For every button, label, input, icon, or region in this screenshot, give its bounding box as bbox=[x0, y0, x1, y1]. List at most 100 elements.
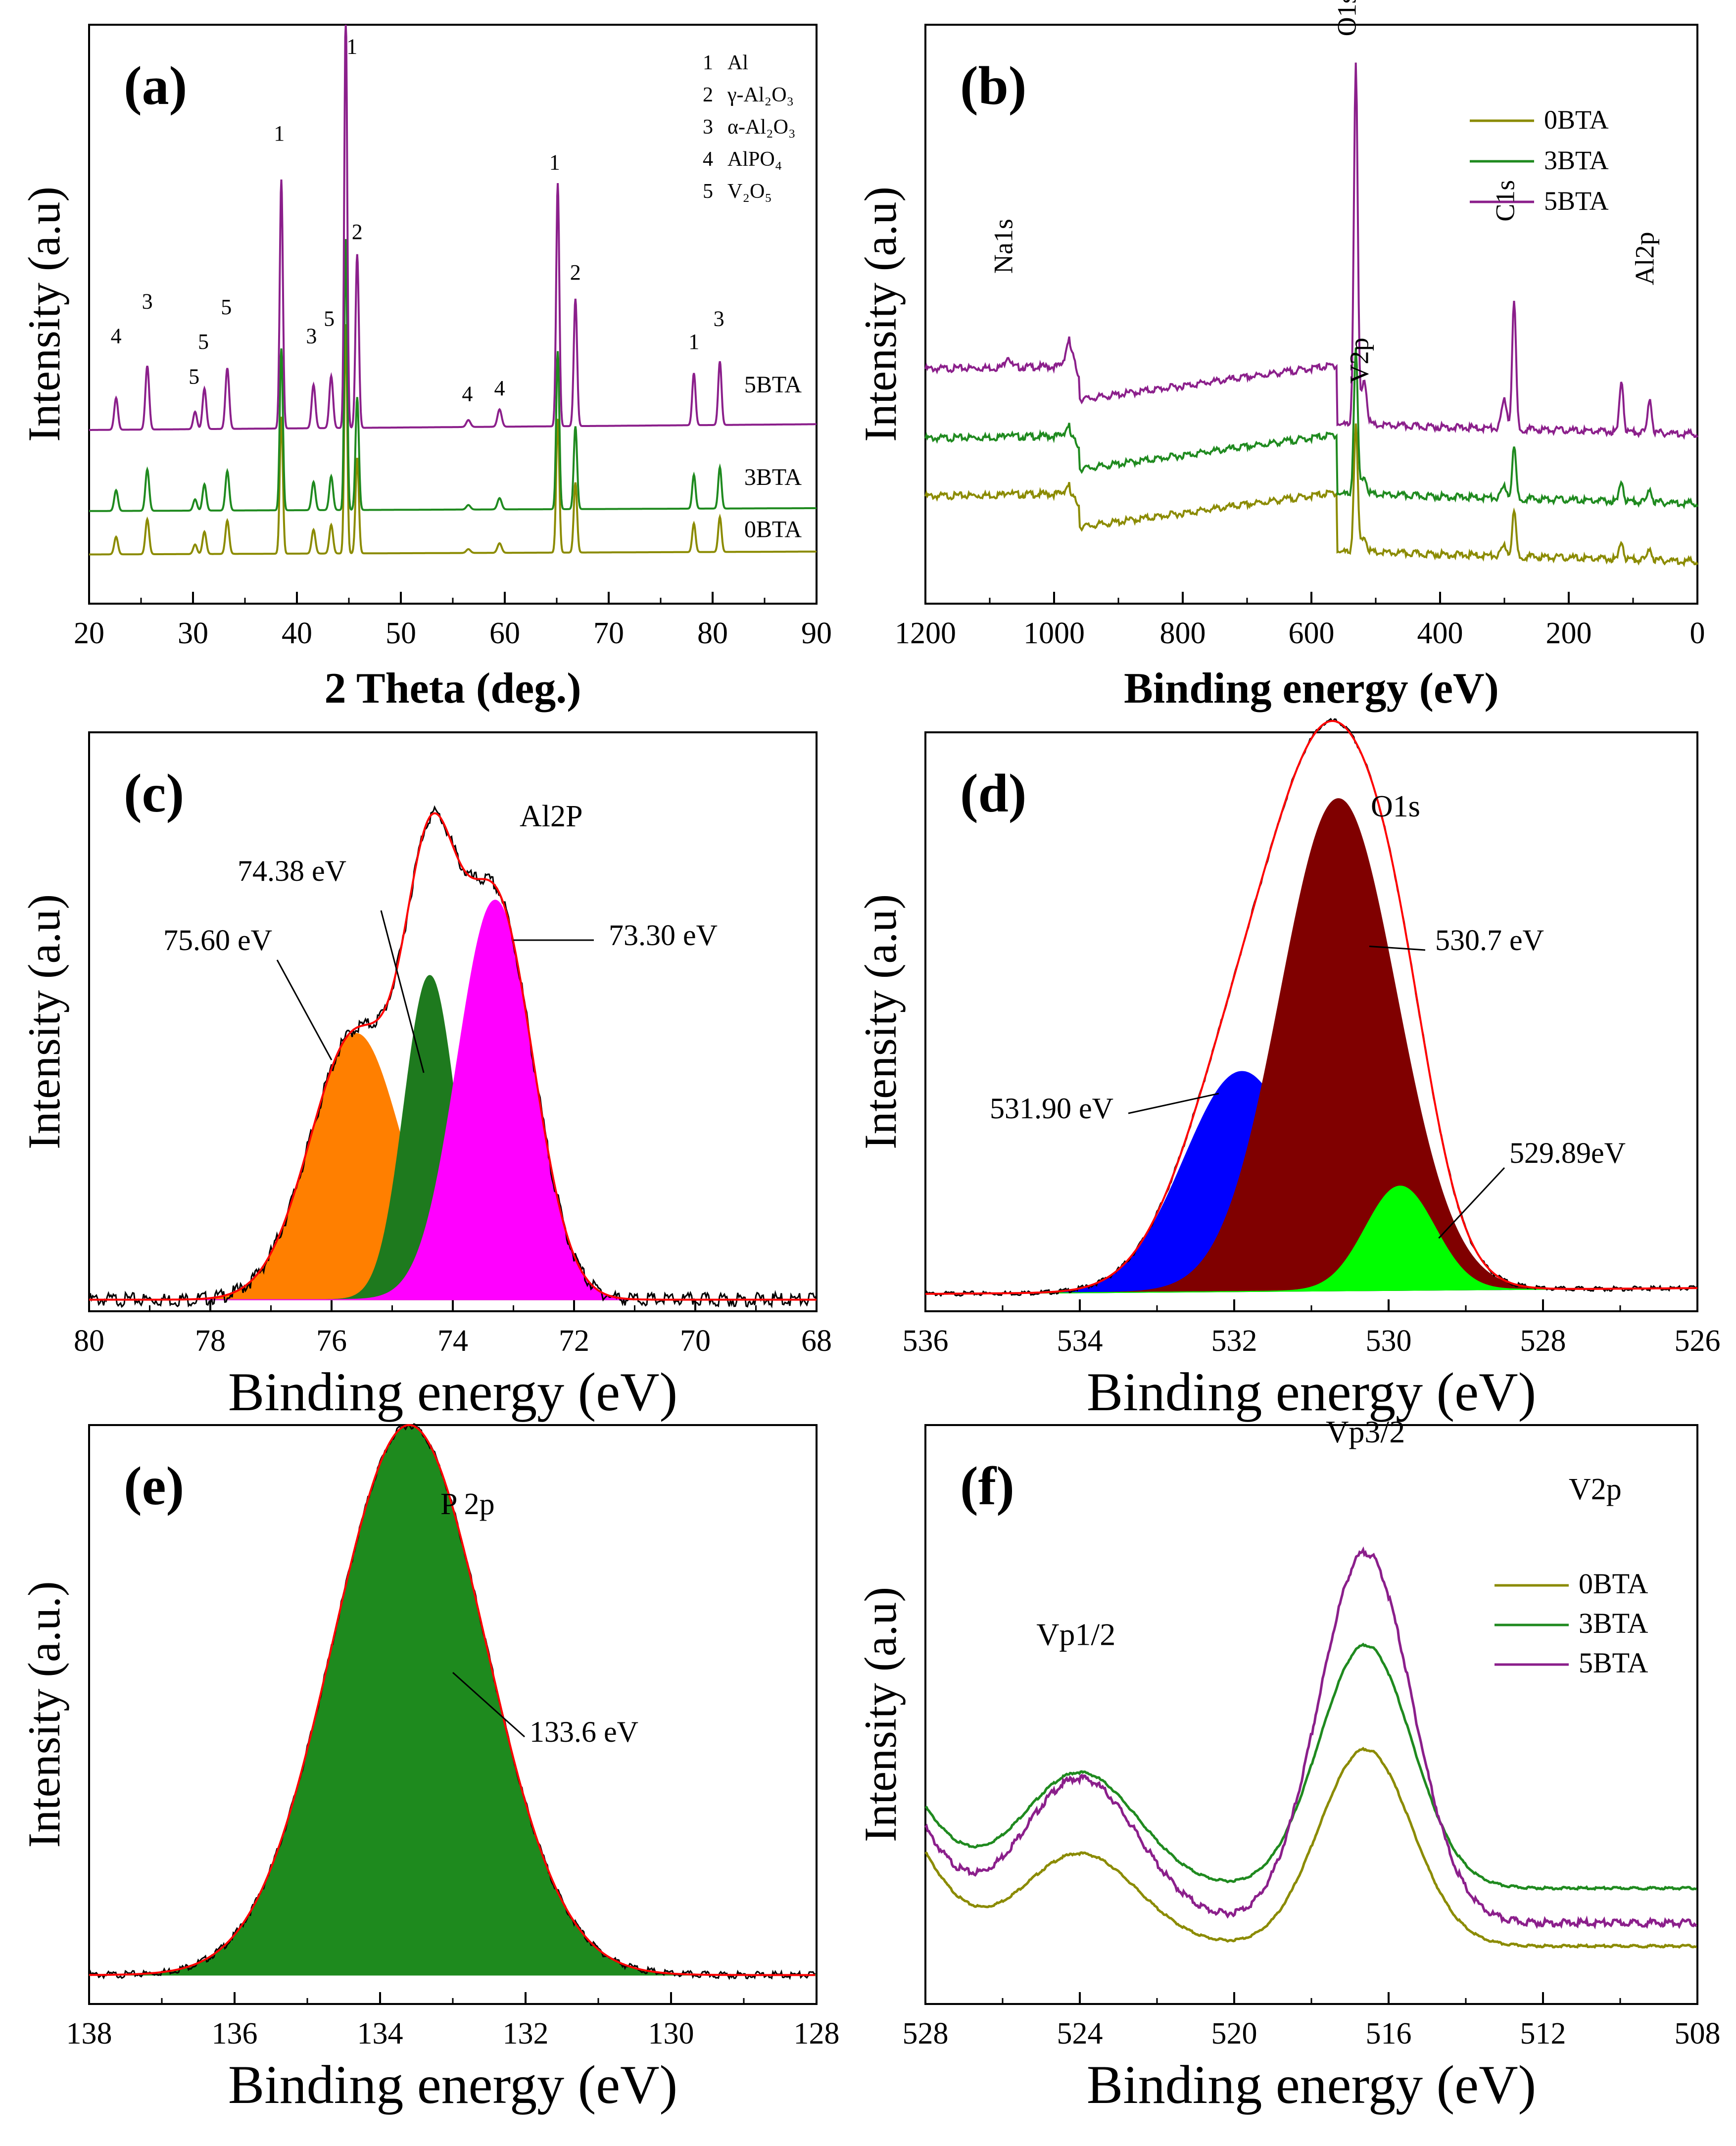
peak-index-label: 5 bbox=[221, 295, 232, 319]
x-tick-label: 532 bbox=[1211, 1324, 1257, 1358]
peak-index-label: 5 bbox=[324, 306, 335, 331]
label-arrow bbox=[1128, 1093, 1219, 1114]
panel-label: (e) bbox=[124, 1456, 184, 1516]
phase-legend-number: 4 bbox=[703, 148, 713, 171]
x-tick-label: 30 bbox=[178, 617, 208, 650]
x-tick-label: 800 bbox=[1160, 617, 1206, 650]
xps-survey-series-0BTA bbox=[924, 423, 1698, 568]
y-axis-label: Intensity (a.u.) bbox=[19, 1581, 69, 1848]
phase-legend-number: 5 bbox=[703, 180, 713, 203]
x-tick-label: 76 bbox=[316, 1324, 347, 1358]
panel-f: 528 524 520 516 512 508 Binding energy (eV) Int… bbox=[855, 1414, 1721, 2115]
legend-label: 5BTA bbox=[1579, 1647, 1648, 1679]
y-axis-label: Intensity (a.u) bbox=[855, 1587, 906, 1842]
panel-label: (b) bbox=[960, 55, 1026, 116]
peak-index-label: 4 bbox=[111, 324, 122, 348]
xps-survey-series-5BTA bbox=[924, 62, 1698, 440]
x-tick-label: 516 bbox=[1366, 2017, 1412, 2051]
peak-index-label: 3 bbox=[714, 306, 724, 331]
peak-name-label: Na1s bbox=[989, 219, 1018, 274]
x-tick-label: 526 bbox=[1675, 1324, 1721, 1358]
spectrum-name: O1s bbox=[1371, 790, 1420, 823]
series-label: 5BTA bbox=[744, 372, 802, 398]
fitted-envelope bbox=[89, 812, 817, 1301]
legend-label: 0BTA bbox=[1579, 1568, 1648, 1600]
spectrum-name: V2p bbox=[1569, 1473, 1622, 1506]
peak-index-label: 3 bbox=[306, 324, 317, 348]
legend-label: 3BTA bbox=[1544, 145, 1609, 175]
xrd-series-0BTA bbox=[89, 324, 817, 556]
series-label: 0BTA bbox=[744, 516, 802, 542]
peak-index-label: 3 bbox=[142, 289, 153, 313]
x-tick-label: 520 bbox=[1211, 2017, 1257, 2051]
x-tick-label: 78 bbox=[195, 1324, 226, 1358]
peak-index-label: 5 bbox=[189, 364, 199, 388]
y-axis-label: Intensity (a.u) bbox=[855, 187, 906, 442]
peak-index-label: 1 bbox=[688, 330, 699, 354]
v2p-series-0BTA bbox=[924, 1747, 1697, 1949]
x-tick-label: 530 bbox=[1366, 1324, 1412, 1358]
x-tick-label: 50 bbox=[386, 617, 416, 650]
x-tick-label: 528 bbox=[903, 2017, 949, 2051]
x-tick-label: 200 bbox=[1546, 617, 1592, 650]
x-tick-label: 70 bbox=[680, 1324, 711, 1358]
peak-name-label: C1s bbox=[1491, 180, 1520, 222]
component-label: 531.90 eV bbox=[990, 1092, 1113, 1125]
panel-a: 20 30 40 50 60 70 80 90 2 Theta (deg.) Intensity … bbox=[19, 24, 832, 713]
panel-label: (a) bbox=[124, 55, 187, 116]
phase-legend-number: 2 bbox=[703, 84, 713, 106]
x-tick-label: 0 bbox=[1690, 617, 1705, 650]
x-tick-label: 400 bbox=[1417, 617, 1463, 650]
component-label: 529.89eV bbox=[1509, 1137, 1626, 1169]
y-axis-label: Intensity (a.u) bbox=[19, 894, 69, 1149]
plot-frame bbox=[924, 1424, 1698, 2005]
x-tick-label: 136 bbox=[212, 2017, 258, 2051]
series-label: 3BTA bbox=[744, 464, 802, 490]
spectrum-name: Al2P bbox=[520, 800, 582, 833]
component-label: 530.7 eV bbox=[1435, 924, 1544, 956]
x-tick-label: 68 bbox=[801, 1324, 832, 1358]
x-axis-label: Binding energy (eV) bbox=[1087, 2054, 1536, 2115]
phase-legend-name: Al bbox=[727, 51, 748, 74]
component-peak bbox=[925, 798, 1698, 1294]
label-arrow bbox=[452, 1672, 526, 1738]
peak-index-label: 2 bbox=[570, 260, 581, 285]
x-tick-label: 70 bbox=[593, 617, 624, 650]
x-tick-label: 138 bbox=[66, 2017, 112, 2051]
peak-index-label: 1 bbox=[549, 150, 560, 175]
x-tick-label: 524 bbox=[1057, 2017, 1103, 2051]
component-label: 74.38 eV bbox=[238, 855, 346, 887]
x-tick-label: 20 bbox=[74, 617, 104, 650]
xrd-series-3BTA bbox=[89, 239, 817, 512]
peak-name-label: O1s bbox=[1332, 0, 1362, 36]
peak-name-label: Vp3/2 bbox=[1326, 1414, 1405, 1449]
label-arrow bbox=[1438, 1167, 1505, 1239]
panel-e: 138 136 134 132 130 128 Binding energy (eV) Int… bbox=[19, 1423, 840, 2115]
x-tick-label: 130 bbox=[648, 2017, 694, 2051]
x-tick-label: 60 bbox=[489, 617, 520, 650]
x-tick-label: 132 bbox=[503, 2017, 549, 2051]
panel-label: (c) bbox=[124, 763, 184, 823]
x-tick-label: 534 bbox=[1057, 1324, 1103, 1358]
y-axis-label: Intensity (a.u) bbox=[855, 894, 906, 1149]
y-axis-label: Intensity (a.u) bbox=[19, 187, 69, 442]
x-axis-label: Binding energy (eV) bbox=[1087, 1362, 1536, 1422]
phase-legend-name: AlPO₄ bbox=[727, 148, 782, 171]
v2p-series-3BTA bbox=[924, 1642, 1697, 1891]
phase-legend-name: α-Al₂O₃ bbox=[727, 116, 796, 139]
phase-legend-number: 3 bbox=[703, 116, 713, 139]
spectrum-name: P 2p bbox=[440, 1487, 495, 1521]
x-axis-label: 2 Theta (deg.) bbox=[324, 665, 581, 713]
x-tick-label: 508 bbox=[1675, 2017, 1721, 2051]
panel-d: 536 534 532 530 528 526 Binding energy (eV) Int… bbox=[855, 717, 1721, 1422]
peak-index-label: 4 bbox=[462, 382, 473, 406]
xrd-series-5BTA bbox=[89, 24, 817, 431]
x-tick-label: 74 bbox=[437, 1324, 468, 1358]
peak-index-label: 1 bbox=[346, 35, 357, 59]
panel-label: (f) bbox=[960, 1456, 1014, 1516]
xps-survey-series-3BTA bbox=[924, 347, 1698, 510]
label-arrow bbox=[276, 959, 333, 1060]
fitted-envelope bbox=[925, 720, 1697, 1295]
x-axis-label: Binding energy (eV) bbox=[228, 2054, 677, 2115]
